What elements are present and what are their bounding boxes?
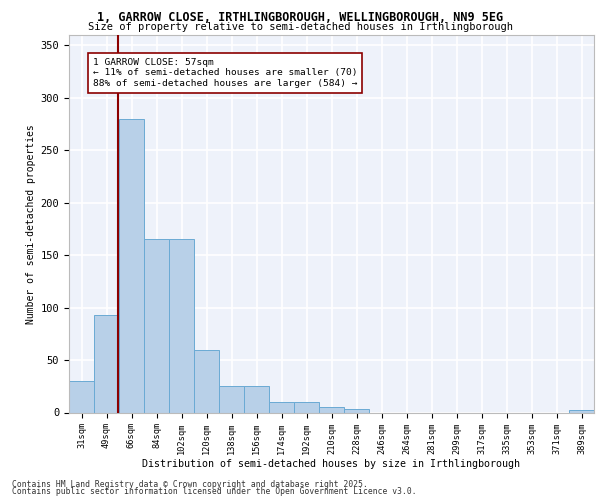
Bar (69, 381, 94, 412)
Bar (344, 410, 369, 412)
Bar (119, 119, 144, 412)
Bar (269, 402, 294, 412)
Bar (144, 240, 169, 412)
Bar (219, 386, 244, 412)
X-axis label: Distribution of semi-detached houses by size in Irthlingborough: Distribution of semi-detached houses by … (143, 460, 521, 469)
Text: Contains HM Land Registry data © Crown copyright and database right 2025.: Contains HM Land Registry data © Crown c… (12, 480, 368, 489)
Bar (169, 240, 194, 412)
Bar (319, 408, 344, 412)
Bar (294, 402, 319, 412)
Text: Contains public sector information licensed under the Open Government Licence v3: Contains public sector information licen… (12, 487, 416, 496)
Bar (94, 315, 119, 412)
Bar (569, 410, 594, 412)
Y-axis label: Number of semi-detached properties: Number of semi-detached properties (26, 124, 37, 324)
Text: 1, GARROW CLOSE, IRTHLINGBOROUGH, WELLINGBOROUGH, NN9 5EG: 1, GARROW CLOSE, IRTHLINGBOROUGH, WELLIN… (97, 11, 503, 24)
Bar (244, 386, 269, 412)
Text: Size of property relative to semi-detached houses in Irthlingborough: Size of property relative to semi-detach… (88, 22, 512, 32)
Text: 1 GARROW CLOSE: 57sqm
← 11% of semi-detached houses are smaller (70)
88% of semi: 1 GARROW CLOSE: 57sqm ← 11% of semi-deta… (93, 58, 357, 88)
Bar (194, 350, 219, 412)
